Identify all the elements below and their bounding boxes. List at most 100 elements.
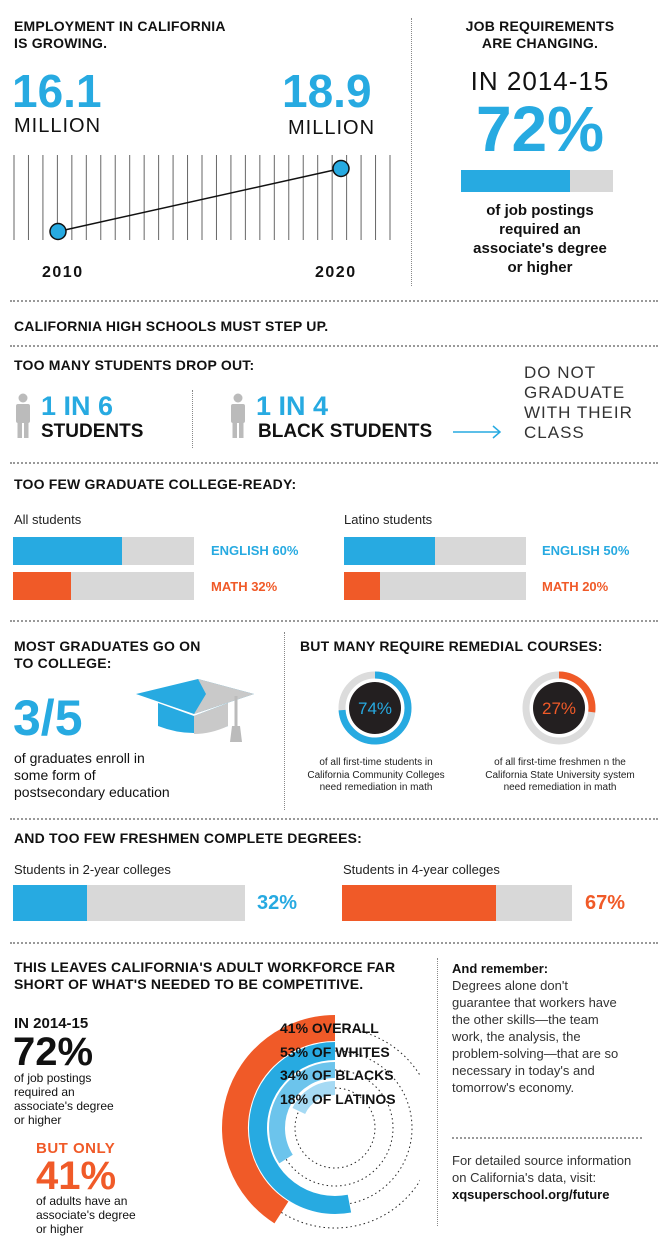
- dropout-stat2-label: BLACK STUDENTS: [258, 421, 433, 442]
- job-req-title: JOB REQUIREMENTS ARE CHANGING.: [440, 18, 640, 52]
- degrees-value-1: 32%: [257, 892, 298, 914]
- dropout-stat1-label: STUDENTS: [41, 421, 144, 442]
- college-desc-line2: some form of: [14, 767, 96, 783]
- college-desc-line3: postsecondary education: [14, 784, 170, 800]
- college-ready-group2-english-bar: [344, 537, 526, 565]
- college-ready-group1-english-fill: [13, 537, 122, 565]
- dropout-outcome-line4: CLASS: [524, 423, 585, 442]
- college-ready-group1-english-bar: [13, 537, 194, 565]
- job-req-desc-line1: of job postings: [486, 202, 594, 219]
- employment-title-line1: EMPLOYMENT IN CALIFORNIA: [14, 18, 226, 34]
- employment-start-value: 16.1: [12, 65, 102, 117]
- remember-line3: the other skills—the team: [452, 1012, 599, 1027]
- college-ready-group2-math-fill: [344, 572, 381, 600]
- workforce-adults-desc-line3: or higher: [36, 1222, 84, 1236]
- remedial-donut-1: 74%: [338, 671, 412, 745]
- workforce-jobs-desc-line4: or higher: [14, 1113, 62, 1127]
- college-ready-group1-label: All students: [14, 512, 82, 527]
- dropout-outcome-line3: WITH THEIR: [524, 403, 633, 422]
- remedial-desc-1-line3: need remediation in math: [319, 782, 433, 793]
- degrees-label-2: Students in 4-year colleges: [343, 862, 500, 877]
- workforce-ring-arc-of-latinos: [292, 1081, 336, 1115]
- workforce-jobs-desc: of job postings required an associate's …: [14, 1071, 114, 1127]
- graduation-cap-icon: [136, 679, 254, 742]
- job-req-desc-line4: or higher: [507, 259, 573, 276]
- remedial-desc-2-line1: of all first-time freshmen n the: [494, 757, 626, 768]
- employment-end-year: 2020: [315, 264, 357, 281]
- job-req-bar: [461, 170, 613, 192]
- degrees-bar-1: [13, 885, 245, 921]
- remedial-desc-1-line2: California Community Colleges: [307, 769, 445, 781]
- dropout-stat1-number: 1 IN 6: [41, 391, 114, 421]
- divider-college: [284, 632, 285, 810]
- degrees-value-2: 67%: [585, 892, 626, 914]
- remember-line2: guarantee that workers have: [452, 995, 617, 1010]
- college-ready-group2-label: Latino students: [344, 512, 433, 527]
- dropout-outcome-line1: DO NOT: [524, 363, 597, 382]
- degrees-label-1: Students in 2-year colleges: [14, 862, 171, 877]
- divider-source: [452, 1137, 642, 1139]
- remember-block: And remember: Degrees alone don't guaran…: [452, 960, 618, 1096]
- remedial-desc-2-line2: California State University system: [485, 769, 635, 781]
- college-ready-group1-english-label: ENGLISH 60%: [211, 543, 299, 558]
- employment-trend-line: [57, 167, 342, 233]
- workforce-ring-guide: [234, 1027, 420, 1229]
- divider-dropout: [192, 390, 193, 448]
- divider-2: [10, 345, 658, 347]
- divider-1: [10, 300, 658, 302]
- job-req-desc-line3: associate's degree: [473, 240, 607, 257]
- workforce-ring-label-latinos: 18% OF LATINOS: [280, 1090, 396, 1107]
- college-desc-line1: of graduates enroll in: [14, 750, 145, 766]
- high-schools-title: CALIFORNIA HIGH SCHOOLS MUST STEP UP.: [14, 318, 329, 334]
- degrees-title: AND TOO FEW FRESHMEN COMPLETE DEGREES:: [14, 830, 363, 846]
- job-req-title-line1: JOB REQUIREMENTS: [465, 18, 615, 34]
- college-ready-group1-math-bar: [13, 572, 194, 600]
- remedial-donut-1-arc: [338, 671, 412, 745]
- workforce-ring-arc-of-whites: [249, 1042, 352, 1214]
- workforce-jobs-percent: 72%: [13, 1030, 94, 1074]
- job-req-percent: 72%: [475, 93, 605, 165]
- source-line1: For detailed source information: [452, 1153, 632, 1168]
- college-desc: of graduates enroll in some form of post…: [14, 750, 170, 801]
- employment-line-chart: [13, 155, 391, 241]
- source-line2: on California's data, visit:: [452, 1170, 597, 1185]
- degrees-bar-1-fill: [13, 885, 88, 921]
- college-fraction: 3/5: [13, 690, 83, 746]
- college-ready-group2-math-bar: [344, 572, 526, 600]
- source-url[interactable]: xqsuperschool.org/future: [452, 1187, 610, 1202]
- dropout-outcome-line2: GRADUATE: [524, 383, 626, 402]
- college-title-line2: TO COLLEGE:: [14, 655, 112, 671]
- workforce-but-only: BUT ONLY: [36, 1140, 116, 1157]
- workforce-adults-desc-line2: associate's degree: [36, 1208, 136, 1222]
- remedial-donut-2-arc: [558, 671, 596, 713]
- remedial-desc-2: of all first-time freshmen n the Califor…: [470, 757, 650, 795]
- employment-start-year: 2010: [42, 264, 84, 281]
- workforce-adults-desc: of adults have an associate's degree or …: [36, 1194, 136, 1236]
- workforce-ring-arc-overall: [222, 1015, 336, 1224]
- remember-line1: Degrees alone don't: [452, 978, 568, 993]
- workforce-title-line1: THIS LEAVES CALIFORNIA'S ADULT WORKFORCE…: [14, 959, 396, 975]
- remember-line4: work, the analysis, the: [452, 1029, 581, 1044]
- college-ready-group1-math-fill: [13, 572, 71, 600]
- employment-point-2010: [49, 222, 67, 241]
- job-req-period: IN 2014-15: [470, 66, 610, 96]
- person-icon: [231, 393, 245, 438]
- workforce-ring-label-overall: 41% OVERALL: [280, 1020, 379, 1036]
- workforce-jobs-desc-line1: of job postings: [14, 1071, 92, 1085]
- remember-line7: tomorrow's economy.: [452, 1080, 575, 1095]
- employment-point-2020: [332, 159, 350, 178]
- source-block: For detailed source information on Calif…: [452, 1152, 631, 1203]
- remedial-donut-2-value: 27%: [542, 699, 576, 718]
- college-ready-group2-english-fill: [344, 537, 435, 565]
- workforce-ring-labels: 41% OVERALL 53% OF WHITES 34% OF BLACKS …: [280, 1017, 396, 1111]
- arrow-right-icon: [453, 425, 502, 439]
- divider-4: [10, 620, 658, 622]
- workforce-title-line2: SHORT OF WHAT'S NEEDED TO BE COMPETITIVE…: [14, 976, 364, 992]
- divider-3: [10, 462, 658, 464]
- job-req-desc: of job postings required an associate's …: [440, 201, 640, 277]
- job-req-bar-fill: [461, 170, 571, 192]
- workforce-adults-percent: 41%: [36, 1154, 117, 1198]
- workforce-ring-arc-of-blacks: [269, 1062, 336, 1164]
- college-title: MOST GRADUATES GO ON TO COLLEGE:: [14, 638, 201, 672]
- remedial-desc-1: of all first-time students in California…: [296, 757, 456, 795]
